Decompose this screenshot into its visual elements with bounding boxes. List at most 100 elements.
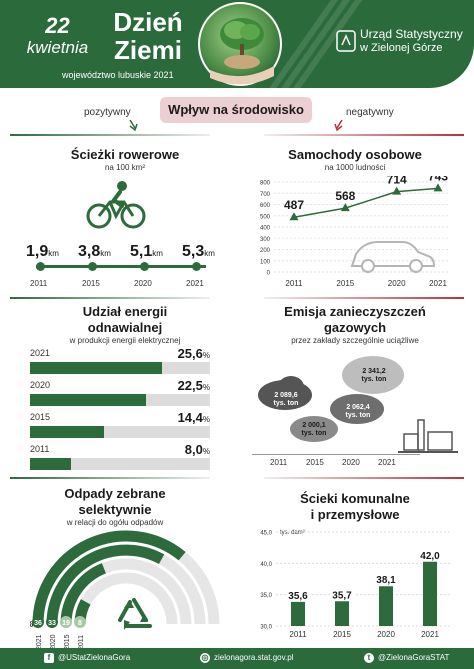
negative-divider — [264, 477, 464, 479]
waste-title: Odpady zebrane selektywnie — [20, 486, 210, 518]
emission-label-2015: 2 000,1 tys. ton — [301, 422, 327, 437]
renewable-value-label: 8,0% — [184, 442, 210, 457]
waste-value-label: 33 — [48, 620, 56, 627]
bike-paths-values: 1,9km 3,8km 5,1km 5,3km 2011 2015 2020 2… — [26, 243, 241, 291]
sewage-label-bg — [374, 573, 398, 587]
bike-value: 3,8 — [78, 243, 101, 260]
timeline-dot — [36, 262, 45, 271]
header-date: 22 kwietnia — [20, 14, 95, 58]
y-tick-label: 0 — [267, 271, 271, 277]
renewable-bar — [30, 362, 162, 374]
emission-year: 2011 — [270, 458, 288, 467]
waste-value-badge — [74, 616, 86, 628]
earth-plant-image — [198, 2, 282, 86]
sewage-title: Ścieki komunalne i przemysłowe — [250, 491, 460, 523]
bike-year: 2021 — [186, 279, 204, 288]
smoke-cloud — [330, 394, 384, 424]
sewage-unit-label: tys. dam³ — [280, 530, 305, 536]
x-tick-label: 2011 — [289, 630, 307, 639]
bike-paths-subtitle: na 100 km² — [104, 163, 146, 172]
positive-divider — [10, 477, 210, 479]
cars-value-label: 714 — [387, 176, 407, 187]
emissions-chart: 2 089,6 tys. ton 2 000,1 tys. ton 2 062,4 t… — [252, 350, 466, 472]
positive-divider — [10, 134, 210, 136]
website-link[interactable]: ◎ zielonagora.stat.gov.pl — [200, 653, 293, 663]
bike-value: 5,1 — [130, 243, 153, 260]
negative-divider — [264, 297, 464, 299]
date-day: 22 — [45, 13, 70, 38]
waste-subtitle: w relacji do ogółu odpadów — [66, 518, 164, 527]
website-url: zielonagora.stat.gov.pl — [214, 653, 294, 663]
bike-year: 2015 — [82, 279, 100, 288]
y-tick-label: 400 — [260, 226, 271, 232]
org-name: Urząd Statystyczny w Zielonej Górze — [360, 28, 463, 55]
bike-value: 5,3 — [182, 243, 205, 260]
waste-year-label: 2015 — [64, 634, 71, 648]
renewable-chart: 2021 25,6% 2020 22,5% 2015 14,4% 2011 8,0% — [30, 346, 214, 472]
bike-unit: km — [100, 249, 111, 258]
renewable-value-label: 14,4% — [177, 410, 210, 425]
title-line2: Ziemi — [114, 35, 182, 65]
twitter-icon: t — [364, 653, 374, 663]
y-tick-label: 800 — [260, 181, 271, 187]
recycle-icon — [118, 598, 152, 630]
bike-value-2020: 5,1km — [130, 243, 163, 261]
twitter-link[interactable]: t @ZielonaGoraSTAT — [364, 653, 449, 663]
emissions-axis — [252, 454, 420, 455]
renewable-bar — [30, 458, 72, 470]
x-tick-label: 2020 — [377, 630, 395, 639]
waste-year-label: 2011 — [78, 635, 85, 648]
cars-title: Samochody osobowe — [288, 147, 422, 162]
positive-label: pozytywny — [84, 107, 131, 118]
emissions-subtitle: przez zakłady szczególnie uciążliwe — [291, 336, 419, 345]
facebook-link[interactable]: f @UStatZielonaGora — [44, 653, 130, 663]
sewage-value-label: 38,1 — [376, 575, 396, 586]
emission-label-2020: 2 062,4 tys. ton — [345, 404, 371, 419]
bike-paths-title: Ścieżki rowerowe — [70, 147, 180, 162]
bike-unit: km — [48, 249, 59, 258]
globe-icon: ◎ — [200, 653, 210, 663]
bike-unit: km — [204, 249, 215, 258]
renewable-row: 2020 22,5% — [30, 378, 210, 408]
waste-value-badge — [32, 616, 44, 628]
renewable-title: Udział energii odnawialnej — [20, 304, 230, 336]
sewage-value-label: 35,7 — [332, 590, 352, 601]
y-tick-label: 100 — [260, 259, 271, 265]
emission-year: 2020 — [342, 458, 360, 467]
timeline-dot — [140, 262, 149, 271]
bike-value-2011: 1,9km — [26, 243, 59, 261]
waste-arc — [32, 530, 186, 625]
emissions-title-line2: gazowych — [323, 320, 387, 335]
waste-value-label: 19 — [62, 620, 70, 627]
sewage-bar — [379, 575, 393, 626]
renewable-row: 2011 8,0% — [30, 442, 210, 472]
y-tick-label: 30,0 — [260, 625, 272, 631]
car-icon — [350, 241, 436, 273]
smoke-cloud — [278, 376, 304, 398]
y-tick-label: 700 — [260, 192, 271, 198]
renewable-year: 2011 — [30, 444, 50, 454]
impact-title: Wpływ na środowisko — [160, 97, 312, 123]
waste-year-label: 2020 — [50, 634, 57, 648]
waste-value-label: 36 — [34, 620, 42, 627]
y-tick-label: 300 — [260, 237, 271, 243]
waste-year-label: 2021 — [36, 634, 43, 648]
sewage-title-line1: Ścieki komunalne — [300, 491, 410, 506]
renewable-bar — [30, 426, 105, 438]
smoke-cloud — [342, 356, 404, 394]
emission-label-2011: 2 089,6 tys. ton — [273, 392, 299, 407]
date-month: kwietnia — [26, 38, 89, 57]
emission-year: 2015 — [306, 458, 324, 467]
title-line1: Dzień — [113, 7, 183, 37]
y-tick-label: 600 — [260, 203, 271, 209]
x-tick-label: 2021 — [429, 279, 447, 288]
sewage-label-bg — [418, 548, 442, 562]
timeline-dot — [88, 262, 97, 271]
org-line2: w Zielonej Górze — [360, 42, 443, 54]
negative-arrow-icon — [334, 119, 343, 132]
twitter-handle: @ZielonaGoraSTAT — [378, 653, 450, 663]
sewage-value-label: 42,0 — [420, 551, 440, 562]
sewage-bar — [423, 550, 437, 626]
waste-arc-track — [74, 572, 178, 625]
negative-label: negatywny — [346, 107, 394, 118]
